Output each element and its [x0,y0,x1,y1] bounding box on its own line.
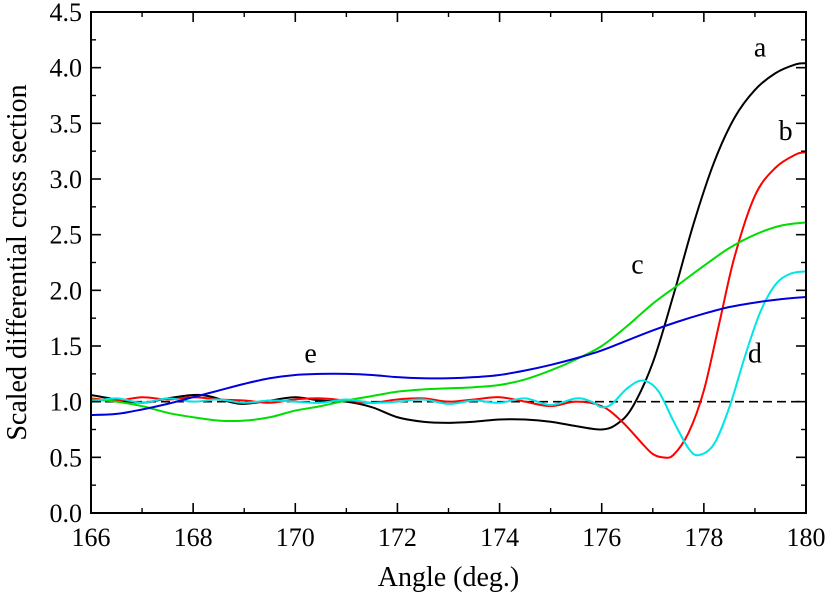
y-tick-label: 0.5 [50,443,83,472]
series-line-e [90,296,807,417]
x-tick-label: 168 [174,523,213,552]
series-label-c: c [631,250,643,281]
y-tick-label: 4.5 [50,0,83,27]
y-axis-label: Scaled differential cross section [2,84,33,440]
series-line-d [90,270,807,457]
y-tick-label: 2.0 [50,276,83,305]
series-label-a: a [754,33,767,64]
series-line-b [90,151,807,459]
series-line-c [90,221,807,423]
series-label-e: e [304,339,316,370]
x-tick-label: 172 [378,523,417,552]
y-tick-label: 2.5 [50,221,83,250]
series-line-a [90,62,807,431]
y-tick-label: 3.0 [50,165,83,194]
x-tick-label: 166 [72,523,111,552]
x-tick-label: 170 [276,523,315,552]
y-tick-label: 0.0 [50,499,83,528]
y-tick-label: 3.5 [50,109,83,138]
series-label-d: d [748,339,762,370]
series-label-b: b [779,116,793,147]
x-tick-label: 176 [582,523,621,552]
x-tick-label: 178 [684,523,723,552]
plot-frame [90,11,807,514]
y-tick-label: 4.0 [50,54,83,83]
x-axis-label: Angle (deg.) [378,562,520,593]
x-tick-label: 180 [787,523,826,552]
y-tick-label: 1.0 [50,388,83,417]
x-tick-label: 174 [480,523,519,552]
y-tick-label: 1.5 [50,332,83,361]
